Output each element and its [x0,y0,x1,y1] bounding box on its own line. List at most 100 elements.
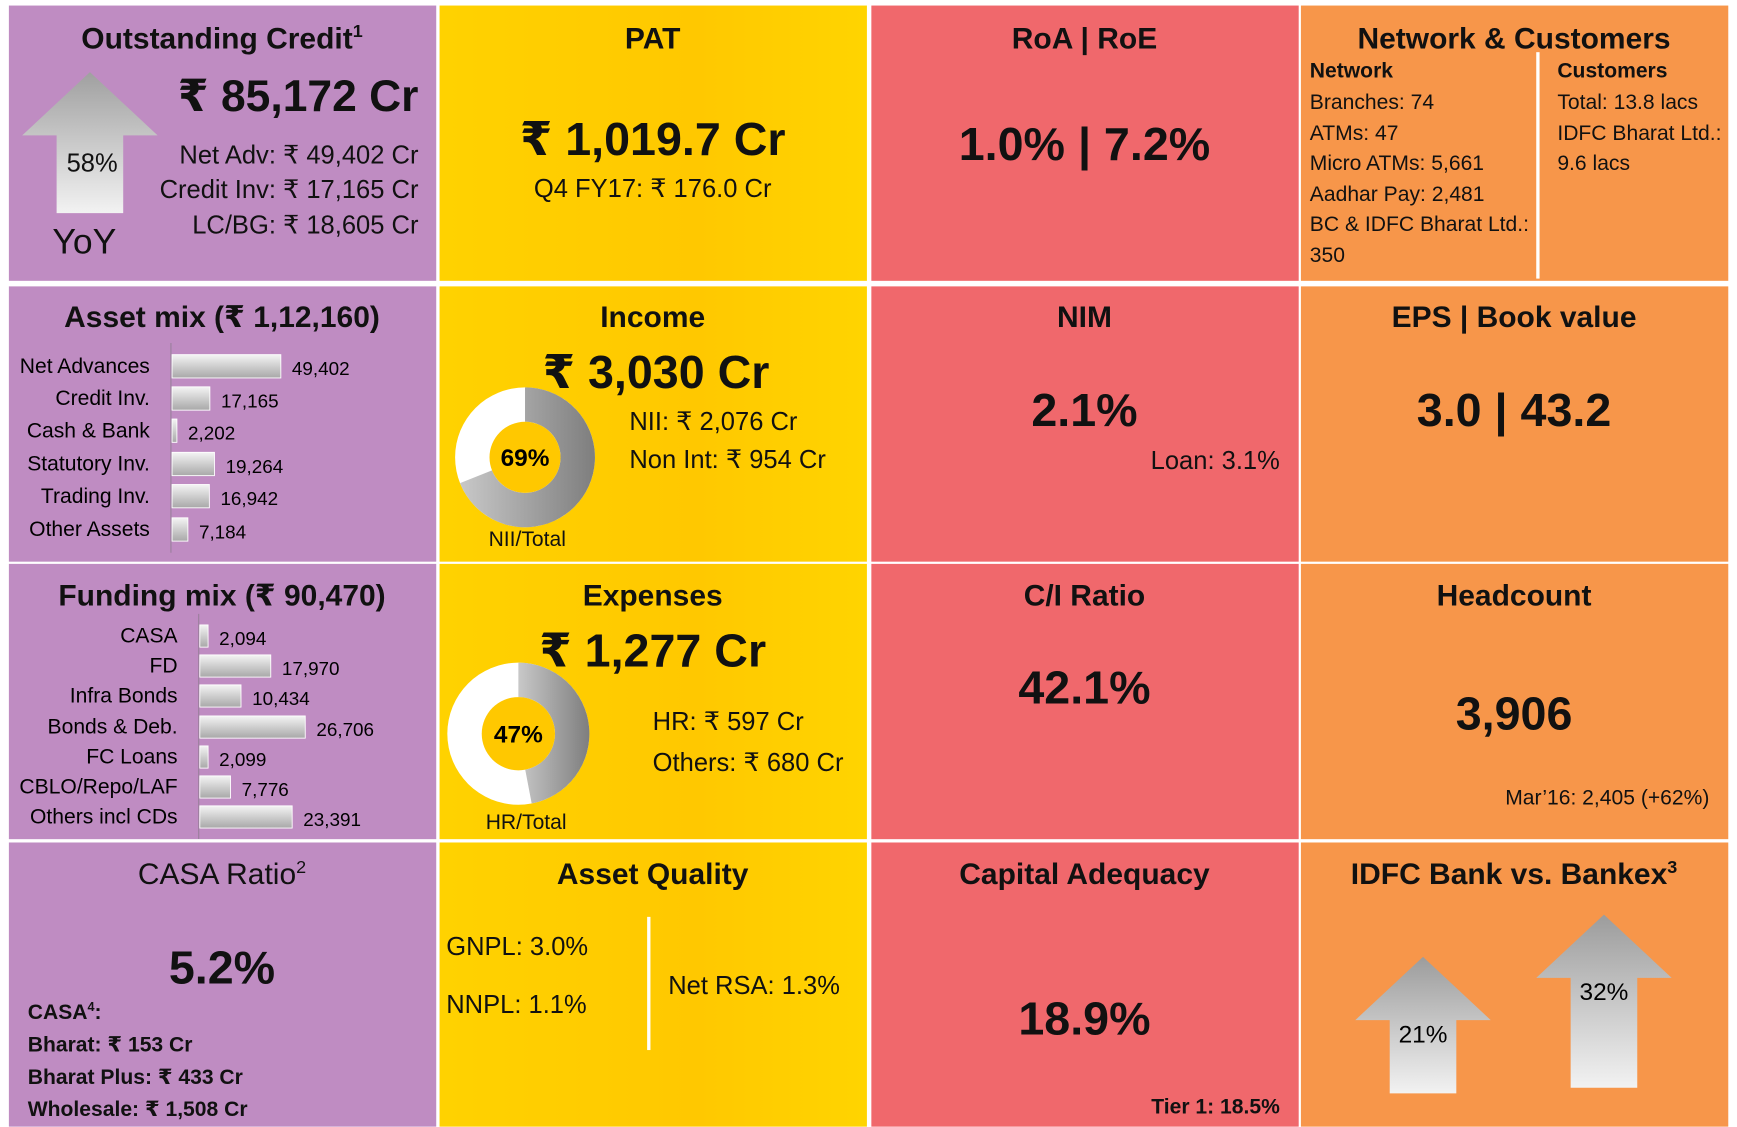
sub-value: Mar’16: 2,405 (+62%) [1505,786,1710,811]
bar-label: Infra Bonds [70,685,178,708]
card-title: Expenses [582,578,723,613]
card-title: PAT [624,21,681,55]
list-item: Total: 13.8 lacs [1557,91,1699,115]
bar [171,451,215,477]
bar-value: 17,165 [221,390,279,411]
expenses-card: 47% Expenses ₹ 1,277 Cr HR: ₹ 597 Cr Oth… [439,563,867,840]
funding-mix-card: CASA 2,094 FD 17,970 Infra Bonds 10,434 Bonds … [8,563,437,840]
bankex-card: 21% 32% IDFC Bank vs. Bankex3 [1300,842,1729,1127]
card-title: Asset mix (₹ 1,12,160) [64,300,380,334]
card-title: Funding mix (₹ 90,470) [58,578,386,613]
donut-chart: 47% [447,662,590,805]
value: 42.1% [1018,661,1151,714]
bar-label: Trading Inv. [41,485,150,508]
network-list: Branches: 74 ATMs: 47 Micro ATMs: 5,661 Aad… [1310,88,1532,271]
footnote-mark: 3 [1667,857,1678,878]
bar [199,684,242,708]
casa-card: CASA Ratio2 5.2% CASA4: Bharat: ₹ 153 Cr… [8,842,437,1127]
detail: Bharat Plus: ₹ 433 Cr [27,1066,243,1090]
card-title: Network & Customers [1357,21,1671,55]
bar [199,715,306,739]
donut-caption: NII/Total [488,528,566,552]
footnote-mark: 2 [296,857,307,878]
bar [171,354,282,379]
arrow-graphic [22,72,158,214]
bar-label: Statutory Inv. [27,453,150,476]
list-item: Branches: 74 [1309,91,1435,115]
detail: LC/BG: ₹ 18,605 Cr [192,210,419,240]
detail: Bharat: ₹ 153 Cr [27,1033,193,1058]
bar-label: Cash & Bank [27,419,150,442]
donut-label: 47% [494,722,543,749]
list-item: IDFC Bharat Ltd.: 9.6 lacs [1557,121,1722,176]
bar [171,484,210,509]
bar-value: 7,184 [199,521,246,542]
donut-label: 69% [501,445,550,472]
bar-label: Other Assets [29,518,150,541]
up-arrow [22,72,158,214]
list-item: Aadhar Pay: 2,481 [1309,182,1485,206]
bar-label: Credit Inv. [55,387,150,410]
pat-card: PAT ₹ 1,019.7 Cr Q4 FY17: ₹ 176.0 Cr [439,5,867,281]
nim-card: NIM 2.1% Loan: 3.1% [871,286,1299,562]
donut-segment [518,662,590,804]
bar-label: FC Loans [86,746,177,769]
bar [171,386,211,411]
ci-ratio-card: C/I Ratio 42.1% [871,563,1299,840]
heading-text: CASA [27,1001,88,1025]
arrow-chart: 21% 32% [1355,914,1672,1094]
bar-label: Bonds & Deb. [48,716,178,739]
income-card: 69% Income ₹ 3,030 Cr NII: ₹ 2,076 Cr No… [439,286,867,562]
roa-roe-card: RoA | RoE 1.0% | 7.2% [871,5,1299,281]
donut-segment [460,387,595,528]
section-heading: CASA4: [28,1001,102,1026]
detail: Credit Inv: ₹ 17,165 Cr [159,174,419,204]
card-title: Asset Quality [556,857,749,891]
bar-value: 26,706 [316,719,374,740]
detail: Net Adv: ₹ 49,402 Cr [179,140,419,170]
divider [1536,52,1540,279]
sub-value: Loan: 3.1% [1150,445,1280,475]
network-card: Network & Customers Network Branches: 74… [1300,5,1729,281]
bar [199,775,231,799]
bar-value: 49,402 [292,358,350,379]
footnote-mark: 4 [87,1001,95,1015]
donut-caption: HR/Total [485,811,567,835]
card-title: EPS | Book value [1391,300,1637,334]
bar-label: Others incl CDs [30,806,178,829]
card-title: IDFC Bank vs. Bankex3 [1351,857,1677,891]
donut-hole [481,697,555,771]
title-text: Outstanding Credit [81,21,353,55]
bar-value: 2,099 [219,749,266,770]
bar-value: 10,434 [252,688,310,709]
detail: HR: ₹ 597 Cr [652,706,804,736]
detail: Non Int: ₹ 954 Cr [629,444,826,474]
value: 5.2% [168,941,276,994]
list-item: ATMs: 47 [1309,121,1399,145]
value: ₹ 1,019.7 Cr [519,112,786,165]
bar-chart: Net Advances 49,402 Credit Inv. 17,165 Cash … [20,342,350,553]
bar-value: 23,391 [303,809,361,830]
card-title: C/I Ratio [1023,578,1146,613]
footnote-mark: 1 [352,21,363,42]
value: ₹ 1,277 Cr [539,624,767,677]
detail: GNPL: 3.0% [446,931,589,961]
headcount-card: Headcount 3,906 Mar’16: 2,405 (+62%) [1300,563,1729,840]
bar-value: 7,776 [242,779,289,800]
card-title: Headcount [1436,578,1592,613]
detail: NII: ₹ 2,076 Cr [629,406,798,436]
arrow-label: 21% [1399,1021,1448,1048]
card-title: Outstanding Credit1 [81,22,362,56]
value: 1.0% | 7.2% [958,117,1211,170]
bar [171,418,178,443]
card-title: CASA Ratio2 [138,857,306,891]
divider [647,916,651,1051]
asset-quality-card: Asset Quality GNPL: 3.0% NNPL: 1.1% Net … [439,842,867,1127]
donut-chart: 69% [455,387,595,528]
section-heading: Customers [1557,59,1668,84]
list-item: Micro ATMs: 5,661 [1309,152,1485,176]
detail: NNPL: 1.1% [446,989,587,1019]
bar [199,654,272,678]
